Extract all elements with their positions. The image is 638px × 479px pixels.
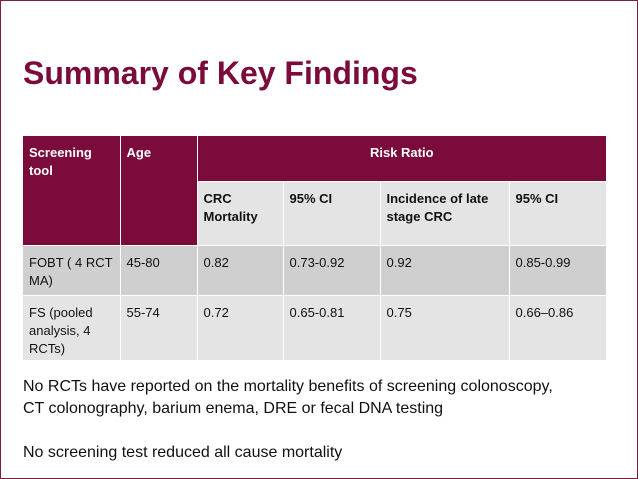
header-age: Age	[120, 136, 198, 246]
subheader-incidence: Incidence of late stage CRC	[380, 181, 510, 246]
findings-table: Screening tool Age Risk Ratio CRC Mortal…	[23, 136, 607, 361]
cell-incidence: 0.92	[380, 245, 510, 296]
cell-ci-1: 0.73-0.92	[283, 245, 381, 296]
subheader-ci-2: 95% CI	[509, 181, 607, 246]
cell-tool: FS (pooled analysis, 4 RCTs)	[23, 295, 121, 361]
cell-age: 55-74	[120, 295, 198, 361]
header-risk-ratio: Risk Ratio	[197, 136, 607, 182]
cell-crc-mortality: 0.72	[197, 295, 284, 361]
table-row: FOBT ( 4 RCT MA) 45-80 0.82 0.73-0.92 0.…	[23, 245, 607, 296]
notes: No RCTs have reported on the mortality b…	[23, 376, 623, 464]
note-line-2: CT colonography, barium enema, DRE or fe…	[23, 400, 444, 417]
header-screening-tool: Screening tool	[23, 136, 121, 246]
cell-ci-2: 0.85-0.99	[509, 245, 607, 296]
subheader-ci-1: 95% CI	[283, 181, 381, 246]
note-line-1: No RCTs have reported on the mortality b…	[23, 378, 553, 395]
cell-ci-2: 0.66–0.86	[509, 295, 607, 361]
slide-title: Summary of Key Findings	[23, 55, 418, 91]
cell-incidence: 0.75	[380, 295, 510, 361]
cell-age: 45-80	[120, 245, 198, 296]
cell-ci-1: 0.65-0.81	[283, 295, 381, 361]
spacer	[23, 420, 623, 442]
cell-crc-mortality: 0.82	[197, 245, 284, 296]
subheader-crc-mortality: CRC Mortality	[197, 181, 284, 246]
table-row: FS (pooled analysis, 4 RCTs) 55-74 0.72 …	[23, 295, 607, 361]
note-line-3: No screening test reduced all cause mort…	[23, 444, 343, 461]
cell-tool: FOBT ( 4 RCT MA)	[23, 245, 121, 296]
